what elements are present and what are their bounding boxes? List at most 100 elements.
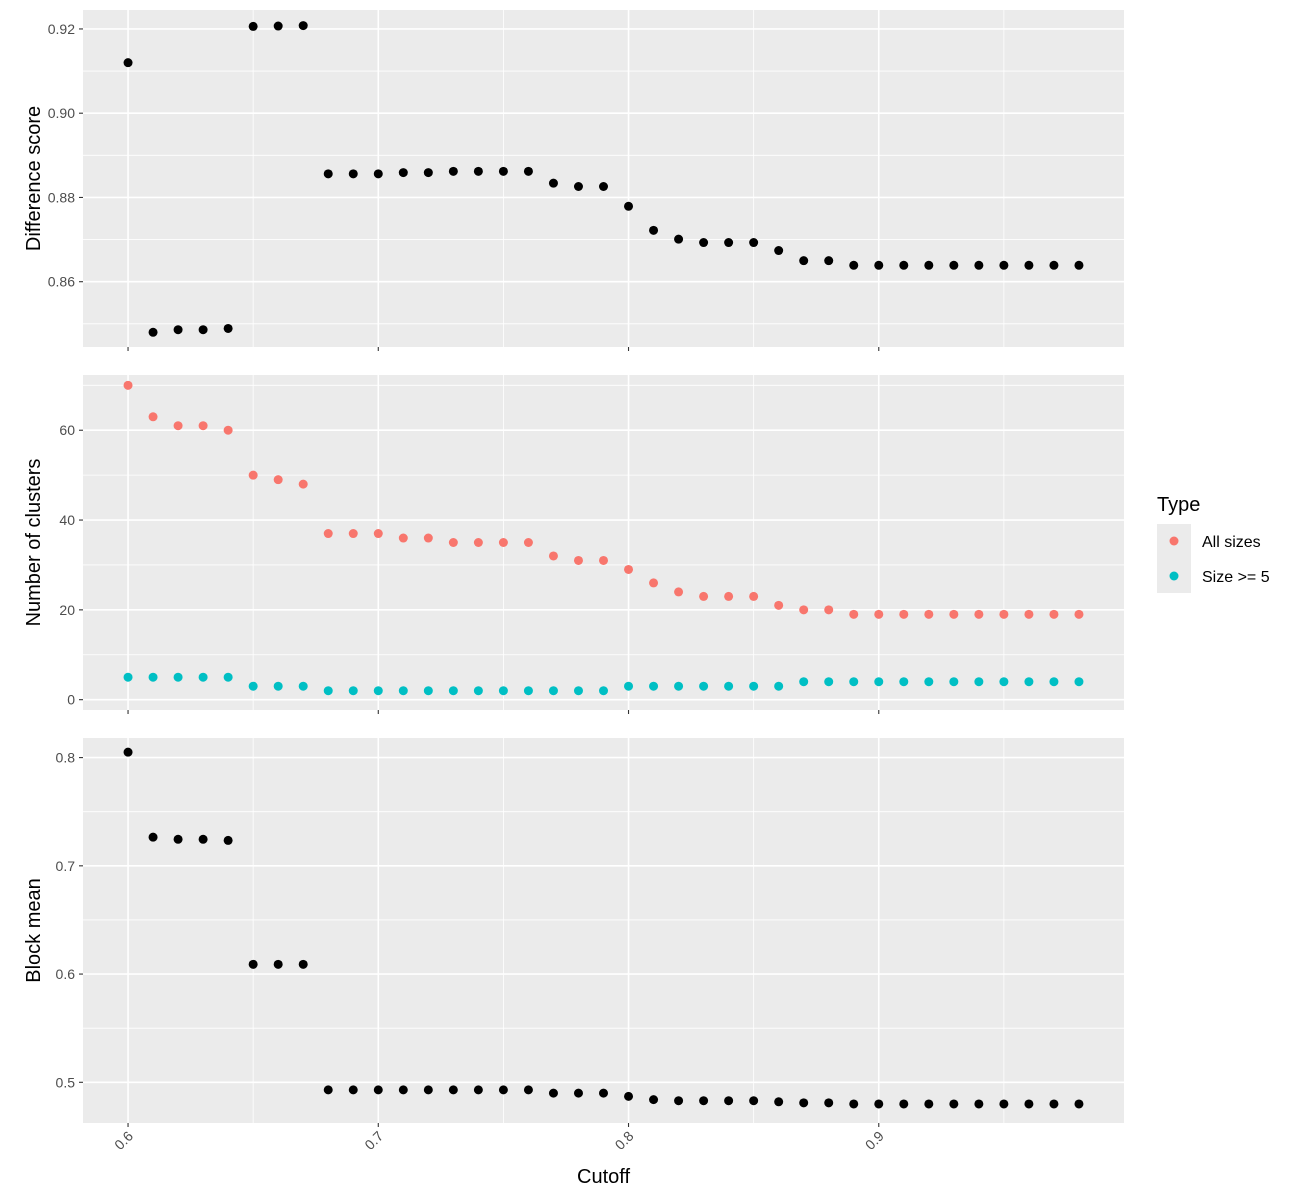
data-point — [173, 672, 183, 682]
data-point — [1049, 1099, 1059, 1109]
data-point — [473, 686, 483, 696]
data-point — [624, 564, 634, 574]
data-point — [674, 681, 684, 691]
data-point — [573, 1088, 583, 1098]
data-point — [223, 835, 233, 845]
data-point — [1024, 1099, 1034, 1109]
data-point — [924, 609, 934, 619]
data-point — [949, 1099, 959, 1109]
data-point — [849, 677, 859, 687]
data-point — [498, 1085, 508, 1095]
y-tick-label: 20 — [59, 602, 75, 618]
x-axis-title: Cutoff — [577, 1166, 630, 1188]
data-point — [1049, 677, 1059, 687]
data-point — [148, 327, 158, 337]
legend-label-all-sizes: All sizes — [1202, 534, 1261, 551]
data-point — [148, 672, 158, 682]
data-point — [774, 246, 784, 256]
data-point — [523, 166, 533, 176]
data-point — [573, 686, 583, 696]
data-point — [699, 591, 709, 601]
data-point — [398, 533, 408, 543]
y-tick-label: 0 — [67, 692, 75, 708]
data-point — [599, 555, 608, 565]
data-point — [198, 325, 208, 335]
data-point — [649, 681, 659, 691]
data-point — [924, 677, 934, 687]
data-point — [348, 1085, 358, 1095]
data-point — [824, 677, 834, 687]
data-point — [874, 677, 884, 687]
y-tick-label: 0.5 — [56, 1074, 76, 1090]
panel-background — [83, 738, 1124, 1123]
data-point — [999, 609, 1009, 619]
y-tick-label: 0.90 — [48, 105, 75, 121]
data-point — [298, 681, 308, 691]
data-point — [849, 260, 859, 270]
data-point — [974, 260, 984, 270]
data-point — [148, 412, 158, 422]
panel-difference-score: 0.86 0.88 0.90 0.92 Difference score — [23, 10, 1124, 351]
data-point — [373, 686, 383, 696]
data-point — [198, 834, 208, 844]
data-point — [448, 166, 458, 176]
data-point — [974, 677, 984, 687]
data-point — [373, 529, 383, 539]
data-point — [423, 686, 433, 696]
data-point — [649, 578, 659, 588]
data-point — [398, 686, 408, 696]
legend: Type All sizes Size >= 5 — [1157, 494, 1270, 593]
data-point — [298, 21, 308, 31]
data-point — [198, 421, 208, 431]
data-point — [949, 677, 959, 687]
data-point — [523, 538, 533, 547]
y-axis-title: Difference score — [23, 106, 45, 251]
data-point — [749, 681, 759, 691]
data-point — [1074, 609, 1084, 619]
data-point — [248, 470, 258, 480]
series-size-5 — [123, 672, 1084, 696]
data-point — [148, 832, 158, 842]
data-point — [924, 260, 934, 270]
data-point — [348, 169, 358, 179]
data-point — [899, 609, 909, 619]
data-point — [849, 609, 859, 619]
data-point — [473, 166, 483, 176]
data-point — [1074, 260, 1084, 270]
panel-number-of-clusters: 0 20 40 60 Number of clusters — [23, 375, 1124, 714]
data-point — [674, 1096, 684, 1106]
panel-background — [83, 10, 1124, 347]
series-block-mean — [123, 747, 1084, 1109]
data-point — [323, 686, 333, 696]
data-point — [248, 959, 258, 969]
data-point — [548, 178, 558, 188]
data-point — [799, 1098, 809, 1108]
data-point — [874, 260, 884, 270]
data-point — [348, 529, 358, 539]
data-point — [799, 605, 809, 615]
data-point — [198, 672, 208, 682]
series-difference-score — [123, 21, 1084, 337]
y-tick-label: 60 — [59, 422, 75, 438]
data-point — [649, 225, 659, 235]
data-point — [999, 260, 1009, 270]
data-point — [398, 1085, 408, 1095]
data-point — [173, 834, 183, 844]
panel-background — [83, 375, 1124, 710]
data-point — [599, 686, 608, 696]
y-tick-label: 0.86 — [48, 274, 75, 290]
data-point — [974, 609, 984, 619]
data-point — [323, 169, 333, 179]
data-point — [523, 1085, 533, 1095]
data-point — [1049, 609, 1059, 619]
data-point — [649, 1095, 659, 1105]
data-point — [1024, 260, 1034, 270]
data-point — [473, 538, 483, 547]
panels: 0.86 0.88 0.90 0.92 Difference score 0 20 40 60 N… — [23, 10, 1124, 1153]
legend-label-size-ge-5: Size >= 5 — [1202, 569, 1270, 586]
legend-key-all-sizes — [1169, 536, 1179, 546]
data-point — [999, 1099, 1009, 1109]
data-point — [949, 260, 959, 270]
data-point — [924, 1099, 934, 1109]
